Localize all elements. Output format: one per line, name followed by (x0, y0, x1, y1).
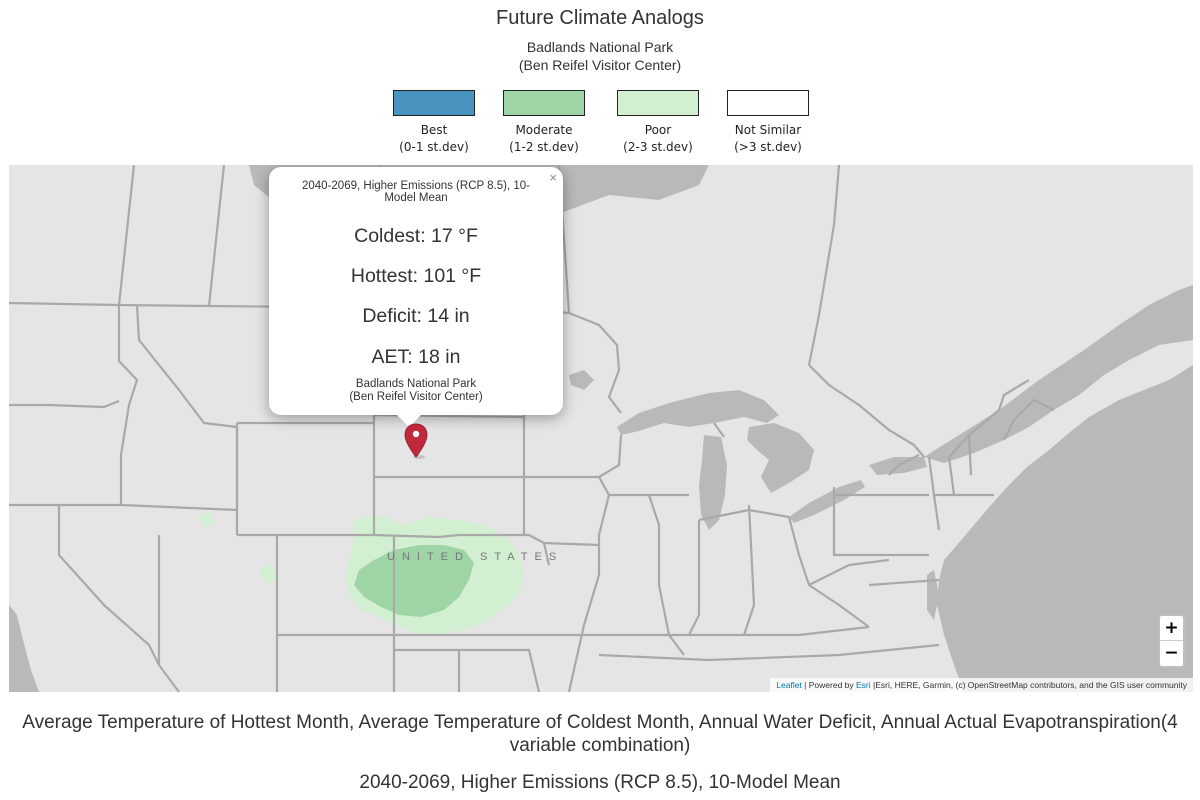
map-marker-icon[interactable] (403, 423, 429, 459)
attribution-credits: |Esri, HERE, Garmin, (c) OpenStreetMap c… (870, 680, 1187, 690)
pacific-ocean (9, 605, 39, 692)
country-label: UNITED STATES (387, 551, 564, 563)
site-name: (Ben Reifel Visitor Center) (518, 57, 682, 73)
popup-coldest: Coldest: 17 °F (354, 225, 478, 247)
basemap (9, 165, 1193, 692)
legend-item-not-similar: Not Similar (>3 st.dev) (726, 90, 810, 156)
legend-label-not-similar: Not Similar (734, 123, 802, 137)
popup-hottest: Hottest: 101 °F (350, 265, 482, 287)
attribution-separator: | Powered by (801, 680, 856, 690)
popup-aet: AET: 18 in (371, 346, 461, 368)
legend-label-poor: Poor (644, 123, 672, 137)
legend-swatch-not-similar (727, 90, 809, 116)
legend-range-moderate: (1-2 st.dev) (509, 140, 579, 154)
scenario-caption: 2040-2069, Higher Emissions (RCP 8.5), 1… (359, 772, 841, 793)
legend-item-moderate: Moderate (1-2 st.dev) (502, 90, 586, 156)
popup-site-location: (Ben Reifel Visitor Center) (349, 391, 483, 403)
variables-caption: Average Temperature of Hottest Month, Av… (22, 712, 1178, 756)
zoom-out-button[interactable]: − (1164, 643, 1179, 663)
legend-range-poor: (2-3 st.dev) (623, 140, 693, 154)
gulf-st-lawrence (924, 285, 1193, 463)
legend-item-best: Best (0-1 st.dev) (392, 90, 476, 156)
lake-superior (617, 390, 779, 435)
park-name: Badlands National Park (526, 39, 674, 55)
zoom-control: + − (1158, 614, 1185, 668)
legend-label-moderate: Moderate (515, 123, 573, 137)
popup-site-name: Badlands National Park (355, 378, 477, 390)
popup-heading: 2040-2069, Higher Emissions (RCP 8.5), 1… (302, 180, 530, 204)
legend-swatch-best (393, 90, 475, 116)
map-view[interactable]: UNITED STATES × 2040-2069, Higher Emissi… (9, 165, 1193, 692)
popup-site: Badlands National Park (Ben Reifel Visit… (269, 378, 563, 404)
page-title: Future Climate Analogs (496, 7, 704, 29)
analog-region-moderate (354, 545, 474, 617)
popup-deficit: Deficit: 14 in (362, 305, 470, 327)
map-attribution: Leaflet | Powered by Esri |Esri, HERE, G… (770, 678, 1193, 692)
info-popup: × 2040-2069, Higher Emissions (RCP 8.5),… (269, 167, 563, 427)
legend-item-poor: Poor (2-3 st.dev) (616, 90, 700, 156)
legend-swatch-moderate (503, 90, 585, 116)
lake-huron (747, 423, 814, 493)
lake-erie (789, 480, 865, 523)
zoom-in-button[interactable]: + (1160, 616, 1183, 641)
legend-range-not-similar: (>3 st.dev) (734, 140, 802, 154)
leaflet-link[interactable]: Leaflet (776, 680, 802, 690)
legend-range-best: (0-1 st.dev) (399, 140, 469, 154)
close-icon[interactable]: × (549, 170, 557, 185)
lake-michigan (699, 435, 727, 530)
atlantic-ocean (937, 365, 1193, 692)
legend-swatch-poor (617, 90, 699, 116)
legend-label-best: Best (420, 123, 448, 137)
esri-link[interactable]: Esri (856, 680, 871, 690)
